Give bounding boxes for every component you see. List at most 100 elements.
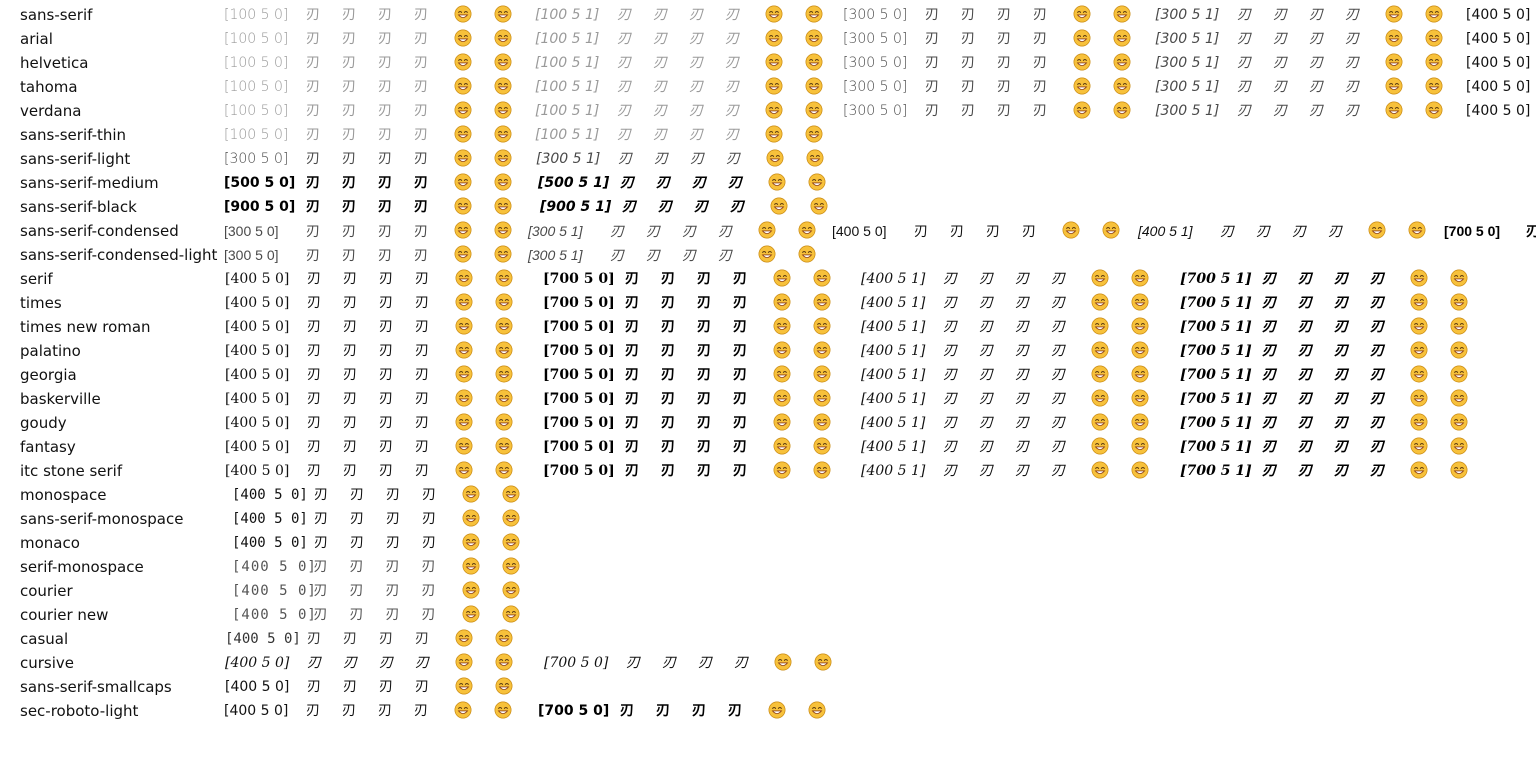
font-name-label: itc stone serif [20, 462, 123, 480]
font-row: sans-serif-thin [100 5 0] 刃 刃 刃 刃 [100 5 1] 刃 刃 刃… [0, 123, 1536, 147]
style-tag: [400 5 1] [861, 463, 926, 479]
grinning-face-icon [805, 29, 823, 47]
sample-glyph: 刃 [385, 607, 401, 623]
sample-glyph: 刃 [1298, 439, 1312, 455]
grinning-face-icon [758, 221, 776, 239]
grinning-face-icon [814, 653, 832, 671]
sample-glyph: 刃 [726, 151, 740, 167]
style-tag: [700 5 1] [1180, 271, 1252, 287]
sample-glyph: 刃 [414, 31, 428, 47]
sample-glyph: 刃 [342, 127, 356, 143]
style-tag: [400 5 0] [1466, 79, 1531, 95]
grinning-face-icon [1073, 5, 1091, 23]
sample-glyph: 刃 [1051, 391, 1065, 407]
style-tag: [400 5 0] [1466, 55, 1531, 71]
style-tag: [300 5 0] [843, 31, 908, 47]
grinning-face-icon [455, 269, 473, 287]
sample-glyph: 刃 [689, 7, 703, 23]
style-tag: [400 5 1] [1138, 223, 1193, 239]
grinning-face-icon [455, 341, 473, 359]
style-tag: [700 5 0] [543, 439, 615, 455]
grinning-face-icon [502, 557, 520, 575]
font-row: georgia [400 5 0] 刃 刃 刃 刃 [700 5 0] 刃 刃 刃 刃 [400 5 … [0, 363, 1536, 387]
sample-glyph: 刃 [1309, 103, 1323, 119]
sample-glyph: 刃 [925, 79, 939, 95]
grinning-face-icon [773, 341, 791, 359]
grinning-face-icon [494, 29, 512, 47]
sample-glyph: 刃 [342, 103, 356, 119]
grinning-face-icon [494, 125, 512, 143]
sample-glyph: 刃 [414, 247, 428, 263]
sample-glyph: 刃 [415, 391, 429, 407]
sample-glyph: 刃 [1262, 463, 1276, 479]
grinning-face-icon [1450, 317, 1468, 335]
grinning-face-icon [1113, 29, 1131, 47]
style-tag: [400 5 0] [225, 319, 290, 335]
sample-glyph: 刃 [697, 343, 711, 359]
sample-glyph: 刃 [1298, 415, 1312, 431]
font-name-label: times [20, 294, 62, 312]
sample-glyph: 刃 [342, 7, 356, 23]
font-row: tahoma [100 5 0] 刃 刃 刃 刃 [100 5 1] 刃 刃 刃 刃 [300 5 0… [0, 75, 1536, 99]
sample-glyph: 刃 [1345, 31, 1359, 47]
grinning-face-icon [495, 365, 513, 383]
style-tag: [500 5 0] [224, 175, 296, 191]
sample-glyph: 刃 [979, 367, 993, 383]
sample-glyph: 刃 [1370, 319, 1384, 335]
sample-glyph: 刃 [943, 271, 957, 287]
sample-glyph: 刃 [1051, 319, 1065, 335]
font-name-label: arial [20, 30, 53, 48]
grinning-face-icon [1091, 269, 1109, 287]
sample-glyph: 刃 [414, 175, 428, 191]
sample-glyph: 刃 [1220, 223, 1234, 239]
sample-glyph: 刃 [343, 343, 357, 359]
sample-glyph: 刃 [306, 127, 320, 143]
sample-glyph: 刃 [733, 319, 747, 335]
sample-glyph: 刃 [307, 367, 321, 383]
style-tag: [400 5 0] [225, 343, 290, 359]
sample-glyph: 刃 [986, 223, 1000, 239]
grinning-face-icon [502, 605, 520, 623]
grinning-face-icon [502, 509, 520, 527]
grinning-face-icon [1091, 365, 1109, 383]
style-tag: [400 5 0] [225, 679, 290, 695]
sample-glyph: 刃 [1292, 223, 1306, 239]
grinning-face-icon [455, 653, 473, 671]
sample-glyph: 刃 [1370, 271, 1384, 287]
grinning-face-icon [774, 653, 792, 671]
sample-glyph: 刃 [307, 295, 321, 311]
sample-glyph: 刃 [1334, 415, 1348, 431]
sample-glyph: 刃 [378, 79, 392, 95]
sample-glyph: 刃 [1033, 31, 1047, 47]
sample-glyph: 刃 [421, 559, 437, 575]
font-row: palatino [400 5 0] 刃 刃 刃 刃 [700 5 0] 刃 刃 刃 刃 [400 5… [0, 339, 1536, 363]
sample-glyph: 刃 [307, 655, 321, 671]
grinning-face-icon [766, 149, 784, 167]
sample-glyph: 刃 [979, 271, 993, 287]
sample-glyph: 刃 [378, 7, 392, 23]
font-name-label: serif-monospace [20, 558, 144, 576]
grinning-face-icon [805, 101, 823, 119]
grinning-face-icon [494, 53, 512, 71]
grinning-face-icon [813, 341, 831, 359]
font-name-label: times new roman [20, 318, 151, 336]
sample-glyph: 刃 [925, 7, 939, 23]
sample-glyph: 刃 [350, 487, 364, 503]
sample-glyph: 刃 [661, 415, 675, 431]
grinning-face-icon [455, 461, 473, 479]
style-tag: [400 5 0] [232, 559, 317, 575]
font-row: serif-monospace [400 5 0] 刃刃刃刃 [0, 555, 1536, 579]
sample-glyph: 刃 [625, 391, 639, 407]
font-row: fantasy [400 5 0] 刃 刃 刃 刃 [700 5 0] 刃 刃 刃 刃 [400 5 … [0, 435, 1536, 459]
style-tag: [400 5 1] [861, 367, 926, 383]
grinning-face-icon [454, 221, 472, 239]
sample-glyph: 刃 [925, 55, 939, 71]
grinning-face-icon [765, 101, 783, 119]
sample-glyph: 刃 [979, 319, 993, 335]
sample-glyph: 刃 [343, 415, 357, 431]
style-tag: [300 5 0] [843, 7, 908, 23]
style-tag: [700 5 1] [1180, 367, 1252, 383]
font-name-label: sans-serif-monospace [20, 510, 184, 528]
sample-glyph: 刃 [661, 343, 675, 359]
